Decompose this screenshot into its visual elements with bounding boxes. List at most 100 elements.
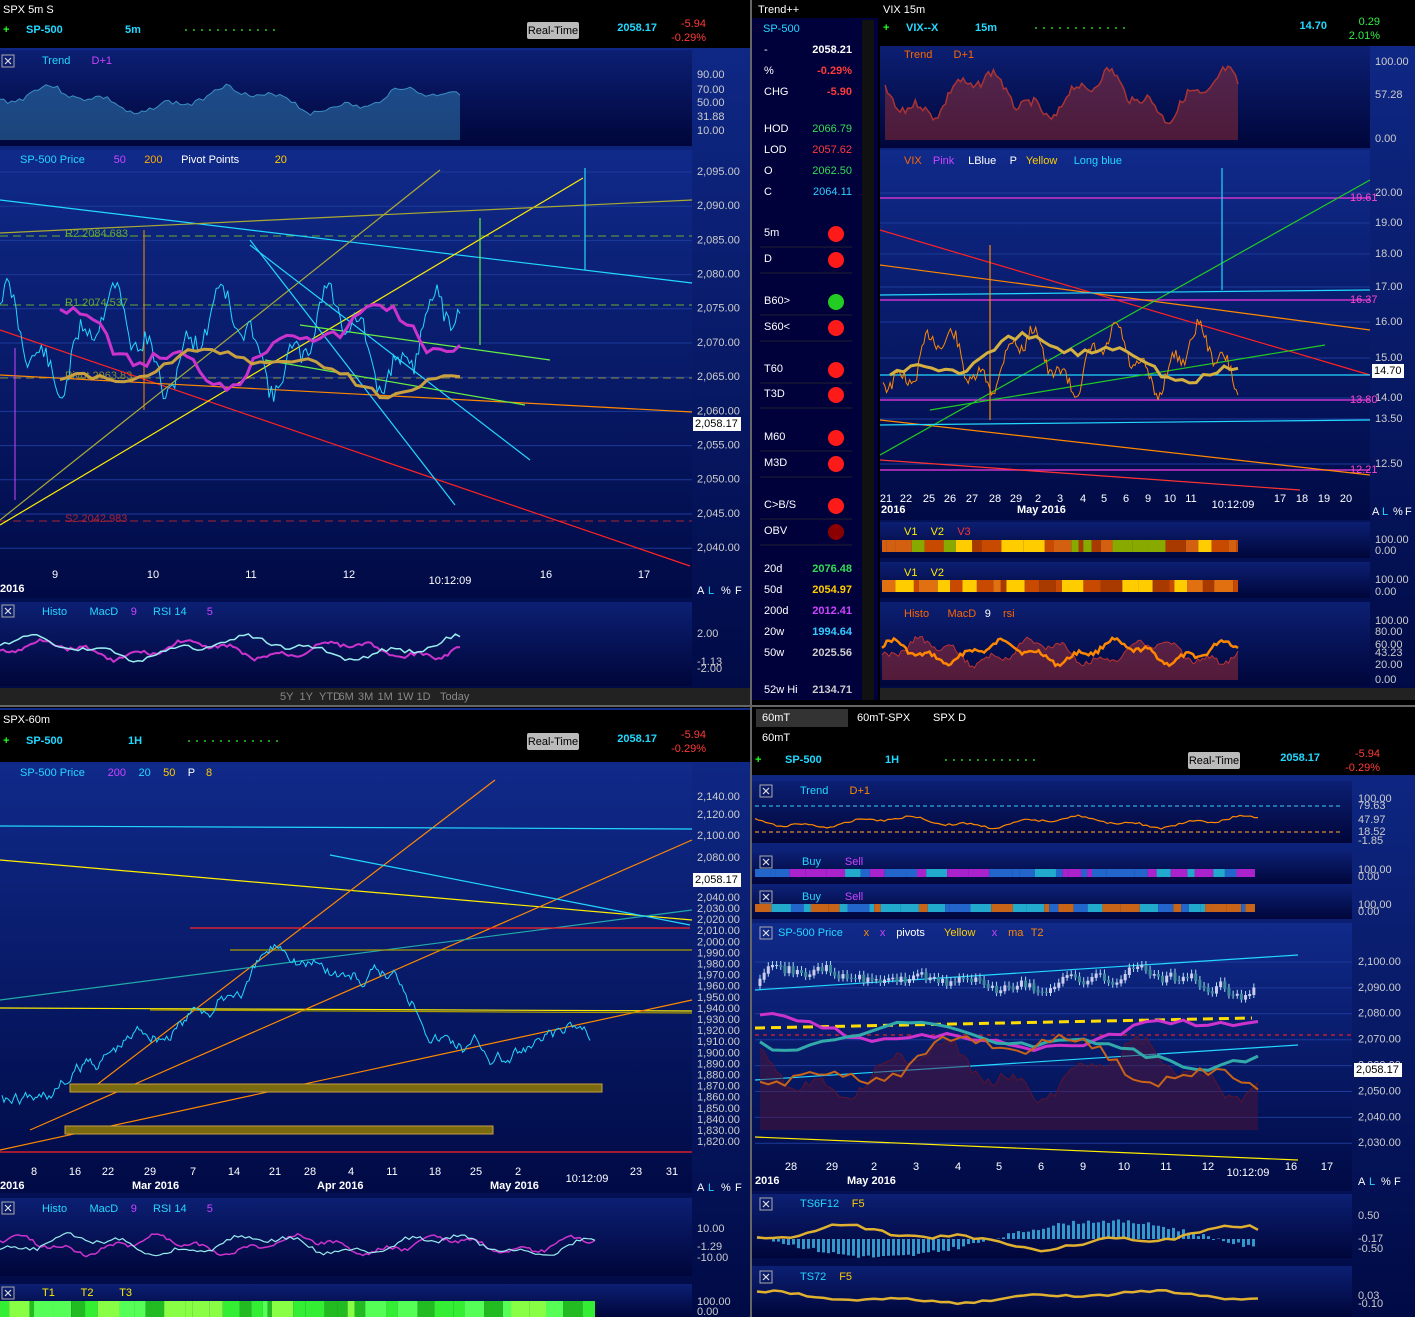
scale-button[interactable]: L bbox=[1369, 1176, 1375, 1188]
scale-button[interactable]: A bbox=[697, 1182, 705, 1194]
panel-label[interactable]: Sell bbox=[845, 891, 863, 903]
scale-button[interactable]: % bbox=[721, 585, 731, 597]
symbol[interactable]: SP-500 bbox=[26, 735, 63, 747]
range-button[interactable]: 6M bbox=[339, 691, 354, 703]
panel-label[interactable]: V1 bbox=[904, 526, 917, 538]
panel-label[interactable]: 50 bbox=[163, 767, 175, 779]
range-button[interactable]: YTD bbox=[319, 691, 341, 703]
panel-label[interactable]: 5 bbox=[207, 606, 213, 618]
panel-label[interactable]: F5 bbox=[852, 1198, 865, 1210]
realtime-button[interactable]: Real-Time bbox=[1189, 755, 1239, 767]
panel-label[interactable]: T1 bbox=[42, 1287, 55, 1299]
panel-label[interactable]: Trend bbox=[904, 49, 932, 61]
panel-label[interactable]: pivots bbox=[896, 927, 925, 939]
scale-button[interactable]: A bbox=[1372, 506, 1380, 518]
scale-button[interactable]: F bbox=[735, 1182, 742, 1194]
symbol[interactable]: VIX--X bbox=[906, 22, 939, 34]
panel-label[interactable]: P bbox=[188, 767, 195, 779]
scale-button[interactable]: A bbox=[1358, 1176, 1366, 1188]
panel-label[interactable]: Yellow bbox=[1026, 155, 1057, 167]
panel-label[interactable]: RSI 14 bbox=[153, 606, 187, 618]
scale-button[interactable]: % bbox=[1381, 1176, 1391, 1188]
panel-label[interactable]: MacD bbox=[90, 1203, 119, 1215]
tab[interactable]: 60mT bbox=[762, 712, 790, 724]
scale-button[interactable]: % bbox=[1393, 506, 1403, 518]
scale-button[interactable]: L bbox=[708, 585, 714, 597]
panel-label[interactable]: rsi bbox=[1003, 608, 1015, 620]
panel-label[interactable]: Yellow bbox=[944, 927, 975, 939]
panel-label[interactable]: MacD bbox=[90, 606, 119, 618]
panel-label[interactable]: 9 bbox=[985, 608, 991, 620]
range-button[interactable]: 1M bbox=[378, 691, 393, 703]
scale-button[interactable]: F bbox=[1405, 506, 1412, 518]
panel-label[interactable]: RSI 14 bbox=[153, 1203, 187, 1215]
scale-button[interactable]: F bbox=[1394, 1176, 1401, 1188]
panel-label[interactable]: 9 bbox=[131, 606, 137, 618]
range-button[interactable]: 3M bbox=[358, 691, 373, 703]
range-button[interactable]: 1Y bbox=[300, 691, 314, 703]
panel-label[interactable]: 200 bbox=[144, 154, 162, 166]
panel-label[interactable]: LBlue bbox=[968, 155, 996, 167]
panel-label[interactable]: TS72 bbox=[800, 1271, 826, 1283]
panel-label[interactable]: T2 bbox=[1031, 927, 1044, 939]
panel-label[interactable]: D+1 bbox=[92, 55, 113, 67]
tab[interactable]: 60mT-SPX bbox=[857, 712, 911, 724]
panel-label[interactable]: Trend bbox=[42, 55, 70, 67]
panel-label[interactable]: D+1 bbox=[954, 49, 975, 61]
realtime-button[interactable]: Real-Time bbox=[528, 25, 578, 37]
panel-label[interactable]: x bbox=[864, 927, 870, 939]
panel-label[interactable]: MacD bbox=[948, 608, 977, 620]
interval[interactable]: 15m bbox=[975, 22, 997, 34]
panel-label[interactable]: V2 bbox=[931, 526, 944, 538]
scale-button[interactable]: L bbox=[708, 1182, 714, 1194]
panel-label[interactable]: Pivot Points bbox=[181, 154, 240, 166]
panel-label[interactable]: Buy bbox=[802, 891, 821, 903]
symbol[interactable]: SP-500 bbox=[26, 24, 63, 36]
scale-button[interactable]: L bbox=[1382, 506, 1388, 518]
panel-label[interactable]: SP-500 Price bbox=[20, 767, 85, 779]
panel-label[interactable]: Histo bbox=[904, 608, 929, 620]
panel-label[interactable]: Sell bbox=[845, 856, 863, 868]
symbol[interactable]: SP-500 bbox=[785, 754, 822, 766]
panel-label[interactable]: D+1 bbox=[850, 785, 871, 797]
panel-label[interactable]: 20 bbox=[139, 767, 151, 779]
panel-label[interactable]: P bbox=[1010, 155, 1017, 167]
scale-button[interactable]: % bbox=[721, 1182, 731, 1194]
range-button[interactable]: 5Y bbox=[280, 691, 294, 703]
panel-label[interactable]: Trend bbox=[800, 785, 828, 797]
panel-label[interactable]: SP-500 Price bbox=[778, 927, 843, 939]
panel-label[interactable]: T2 bbox=[81, 1287, 94, 1299]
range-button[interactable]: 1D bbox=[417, 691, 431, 703]
panel-label[interactable]: V2 bbox=[931, 567, 944, 579]
panel-label[interactable]: 20 bbox=[275, 154, 287, 166]
panel-label[interactable]: Pink bbox=[933, 155, 955, 167]
panel-label[interactable]: Long blue bbox=[1074, 155, 1122, 167]
panel-label[interactable]: 8 bbox=[206, 767, 212, 779]
panel-label[interactable]: F5 bbox=[839, 1271, 852, 1283]
interval[interactable]: 1H bbox=[885, 754, 899, 766]
panel-label[interactable]: 50 bbox=[114, 154, 126, 166]
interval[interactable]: 1H bbox=[128, 735, 142, 747]
panel-label[interactable]: V1 bbox=[904, 567, 917, 579]
scale-button[interactable]: F bbox=[735, 585, 742, 597]
interval[interactable]: 5m bbox=[125, 24, 141, 36]
panel-label[interactable]: V3 bbox=[957, 526, 970, 538]
panel-label[interactable]: 9 bbox=[131, 1203, 137, 1215]
panel-label[interactable]: x bbox=[880, 927, 886, 939]
scale-button[interactable]: A bbox=[697, 585, 705, 597]
panel-label[interactable]: Histo bbox=[42, 606, 67, 618]
panel-label[interactable]: 200 bbox=[108, 767, 126, 779]
tab[interactable]: SPX D bbox=[933, 712, 966, 724]
panel-label[interactable]: T3 bbox=[119, 1287, 132, 1299]
range-button[interactable]: Today bbox=[440, 691, 470, 703]
range-button[interactable]: 1W bbox=[397, 691, 414, 703]
panel-label[interactable]: ma bbox=[1008, 927, 1024, 939]
panel-label[interactable]: SP-500 Price bbox=[20, 154, 85, 166]
panel-label[interactable]: TS6F12 bbox=[800, 1198, 839, 1210]
realtime-button[interactable]: Real-Time bbox=[528, 736, 578, 748]
panel-label[interactable]: Buy bbox=[802, 856, 821, 868]
panel-label[interactable]: 5 bbox=[207, 1203, 213, 1215]
panel-label[interactable]: x bbox=[992, 927, 998, 939]
panel-label[interactable]: VIX bbox=[904, 155, 922, 167]
panel-label[interactable]: Histo bbox=[42, 1203, 67, 1215]
